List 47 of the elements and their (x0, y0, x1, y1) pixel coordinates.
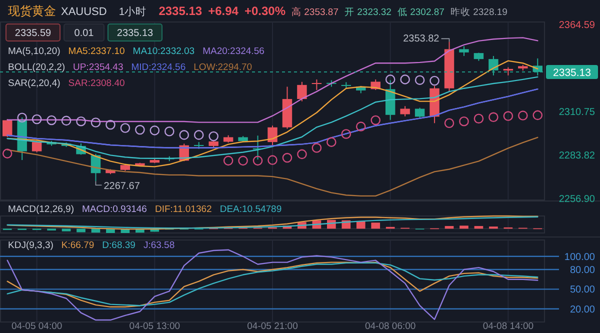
series-label: J:63.58 (143, 240, 175, 251)
ref-line-label: 2335.13 (553, 66, 592, 79)
text: 1小时 (118, 5, 147, 18)
text: 高 2353.87 (292, 6, 338, 18)
annotation: MA(5,10,20) (8, 46, 60, 57)
series-label: DIF:11.01362 (154, 204, 212, 215)
text: LOW:2294.70 (194, 62, 252, 73)
text: 开 2323.32 (344, 7, 392, 18)
y-tick-label: 80.00 (570, 265, 596, 276)
series-label: MACD:0.93146 (82, 204, 147, 215)
text: MA10:2332.03 (132, 46, 195, 57)
text: MA20:2324.56 (202, 46, 264, 57)
annotation: 2335.13 (116, 28, 154, 39)
y-tick-label: 20.00 (570, 304, 596, 316)
x-tick-label: 04-08 14:00 (482, 321, 534, 332)
annotation: SAR(2,20,4) (8, 78, 60, 89)
annotation: 0.01 (74, 28, 94, 39)
annotation: 2353.82 (403, 34, 440, 45)
text: SAR:2308.40 (68, 78, 125, 89)
x-tick-label: 04-05 13:00 (129, 321, 180, 332)
annotation: 2267.67 (104, 181, 140, 192)
annotation: BOLL(20,2,2) (8, 62, 66, 73)
text: +0.30% (244, 4, 286, 18)
text: MACD(12,26,9) (8, 204, 74, 215)
series-label: DEA:10.54789 (220, 204, 282, 215)
annotation: KDJ(9,3,3) (8, 240, 54, 251)
y-tick-label: 2310.75 (558, 106, 596, 118)
x-tick-label: 04-05 04:00 (11, 321, 62, 332)
text: 2335.13 (158, 4, 202, 18)
text: MID:2324.56 (131, 62, 186, 73)
text: MA5:2337.10 (68, 46, 125, 57)
chart-title: 现货黄金 (8, 4, 56, 18)
chart-subtitle: XAUUSD (61, 6, 107, 18)
text: K:66.79 (61, 240, 94, 251)
y-tick-label: 50.00 (570, 284, 596, 296)
x-tick-label: 04-08 06:00 (364, 321, 416, 332)
x-tick-label: 04-05 21:00 (247, 321, 298, 332)
text: +6.94 (208, 4, 239, 18)
text: D:68.39 (102, 240, 136, 251)
y-tick-label: 2256.90 (558, 194, 596, 206)
text: 低 2302.87 (397, 7, 444, 18)
text: 昨收 2328.19 (450, 6, 508, 18)
y-tick-label: 2283.82 (558, 150, 596, 162)
y-tick-label: 100.00 (564, 252, 596, 263)
text: UP:2354.43 (73, 62, 124, 73)
annotation: 2335.59 (14, 28, 52, 39)
y-tick-label: 2364.59 (558, 20, 596, 31)
